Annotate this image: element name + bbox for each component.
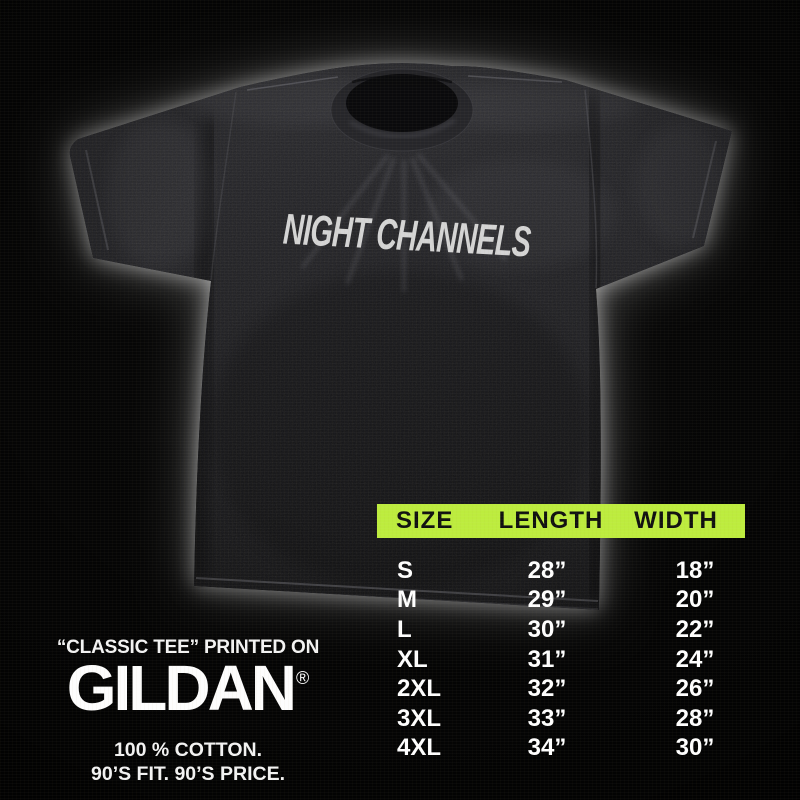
- size-cell: 3XL: [397, 704, 442, 732]
- header-length: LENGTH: [498, 507, 604, 534]
- size-cell: S: [397, 556, 414, 584]
- width-cell: 26”: [675, 675, 715, 703]
- size-cell: XL: [397, 645, 428, 673]
- brand-logo: GILDAN ®: [38, 656, 338, 732]
- size-chart-header: SIZE LENGTH WIDTH: [377, 504, 745, 538]
- size-chart: SIZE LENGTH WIDTH S 28” 18” M 29” 20” L …: [377, 504, 773, 763]
- size-chart-row: 2XL 32” 26”: [377, 674, 773, 704]
- size-chart-row: L 30” 22”: [377, 615, 773, 645]
- size-cell: L: [397, 615, 412, 643]
- length-cell: 29”: [527, 586, 567, 614]
- length-cell: 30”: [527, 615, 567, 643]
- length-cell: 33”: [527, 704, 567, 732]
- size-cell: 2XL: [397, 675, 442, 703]
- width-cell: 22”: [675, 615, 715, 643]
- width-cell: 30”: [675, 734, 715, 762]
- brand-material: 100 % COTTON.: [113, 739, 263, 761]
- size-cell: M: [397, 586, 417, 614]
- header-size: SIZE: [396, 507, 454, 534]
- brand-slogan: 90’S FIT. 90’S PRICE.: [91, 763, 285, 785]
- width-cell: 18”: [675, 556, 715, 584]
- length-cell: 28”: [527, 556, 567, 584]
- registered-trademark-symbol: ®: [296, 668, 310, 688]
- width-cell: 28”: [675, 704, 715, 732]
- size-chart-row: M 29” 20”: [377, 586, 773, 616]
- length-cell: 31”: [527, 645, 567, 673]
- length-cell: 34”: [527, 734, 567, 762]
- length-cell: 32”: [527, 675, 567, 703]
- size-chart-row: XL 31” 24”: [377, 645, 773, 675]
- size-cell: 4XL: [397, 734, 442, 762]
- header-width: WIDTH: [634, 507, 718, 534]
- size-chart-rows: S 28” 18” M 29” 20” L 30” 22” XL 31” 24”…: [377, 556, 773, 763]
- size-chart-row: 3XL 33” 28”: [377, 704, 773, 734]
- width-cell: 24”: [675, 645, 715, 673]
- brand-block: “CLASSIC TEE” PRINTED ON GILDAN ® 100 % C…: [38, 637, 338, 786]
- size-chart-row: S 28” 18”: [377, 556, 773, 586]
- collar: [330, 68, 474, 152]
- brand-logo-text: GILDAN: [66, 652, 297, 724]
- width-cell: 20”: [675, 586, 715, 614]
- size-chart-row: 4XL 34” 30”: [377, 734, 773, 764]
